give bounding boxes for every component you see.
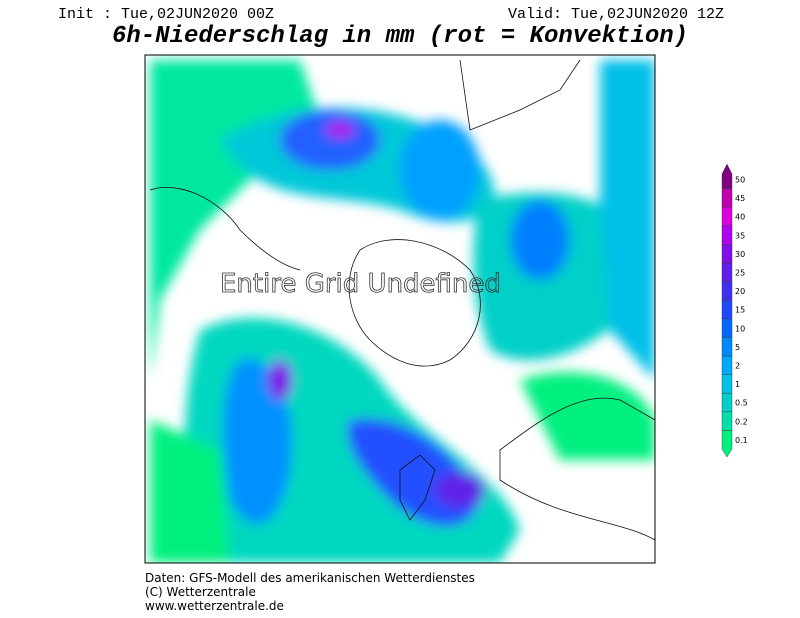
colorbar-label: 25 xyxy=(735,269,745,278)
colorbar-label: 1 xyxy=(735,380,740,389)
colorbar-label: 0.5 xyxy=(735,399,748,408)
colorbar-swatch xyxy=(721,318,733,338)
valid-time: Valid: Tue,02JUN2020 12Z xyxy=(508,6,724,23)
colorbar-label: 50 xyxy=(735,176,745,185)
colorbar-swatch xyxy=(721,225,733,245)
colorbar-swatch xyxy=(721,411,733,431)
map-title: 6h-Niederschlag in mm (rot = Konvektion) xyxy=(112,23,688,50)
colorbar-label: 0.1 xyxy=(735,436,748,445)
colorbar-swatch xyxy=(721,374,733,394)
colorbar-label: 10 xyxy=(735,324,745,333)
footer-line: (C) Wetterzentrale xyxy=(145,585,256,599)
colorbar-label: 35 xyxy=(735,231,745,240)
grid-overlay: Entire Grid Undefined xyxy=(220,269,501,299)
footer-line: www.wetterzentrale.de xyxy=(145,599,284,613)
colorbar-label: 20 xyxy=(735,287,745,296)
colorbar-label: 45 xyxy=(735,194,745,203)
colorbar-swatch xyxy=(721,281,733,301)
colorbar-label: 40 xyxy=(735,213,745,222)
colorbar-swatch xyxy=(721,163,733,189)
colorbar-swatch xyxy=(721,244,733,264)
colorbar-label: 15 xyxy=(735,306,745,315)
colorbar-swatch xyxy=(721,262,733,282)
footer-line: Daten: GFS-Modell des amerikanischen Wet… xyxy=(145,571,475,585)
init-time: Init : Tue,02JUN2020 00Z xyxy=(58,6,274,23)
precipitation-field: Entire Grid Undefined xyxy=(145,55,655,563)
colorbar-swatch xyxy=(721,430,733,458)
map-frame xyxy=(144,54,656,564)
colorbar-swatch xyxy=(721,337,733,357)
colorbar-swatch xyxy=(721,188,733,208)
colorbar-label: 5 xyxy=(735,343,740,352)
colorbar-label: 0.2 xyxy=(735,417,748,426)
colorbar-swatch xyxy=(721,300,733,319)
colorbar-swatch xyxy=(721,355,733,375)
colorbar-label: 30 xyxy=(735,250,745,259)
colorbar-swatch xyxy=(721,393,733,412)
colorbar-label: 2 xyxy=(735,362,740,371)
colorbar-swatch xyxy=(721,207,733,226)
